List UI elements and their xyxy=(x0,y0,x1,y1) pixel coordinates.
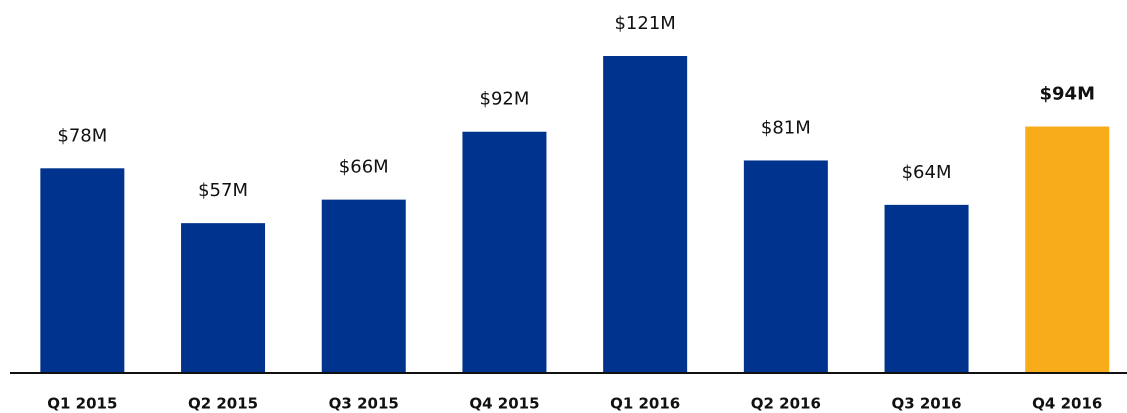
value-label: $66M xyxy=(339,157,389,178)
bar xyxy=(321,199,406,372)
x-tick-label: Q4 2015 xyxy=(469,395,539,413)
bar xyxy=(181,223,266,372)
value-label: $57M xyxy=(198,180,248,201)
bar xyxy=(462,131,547,372)
bar xyxy=(40,168,125,372)
value-label: $78M xyxy=(57,125,107,146)
bar xyxy=(1025,126,1110,373)
value-label: $64M xyxy=(902,162,952,183)
bar xyxy=(603,56,688,372)
bar xyxy=(884,204,969,372)
value-label: $92M xyxy=(480,89,530,110)
value-label: $81M xyxy=(761,117,811,138)
x-tick-label: Q1 2015 xyxy=(47,395,117,413)
x-tick-label: Q2 2016 xyxy=(751,395,821,413)
x-tick-label: Q3 2016 xyxy=(891,395,961,413)
bar xyxy=(743,160,828,372)
x-tick-label: Q2 2015 xyxy=(188,395,258,413)
value-label: $94M xyxy=(1040,84,1096,105)
x-tick-label: Q4 2016 xyxy=(1032,395,1102,413)
value-label: $121M xyxy=(614,13,675,34)
x-tick-label: Q3 2015 xyxy=(329,395,399,413)
x-tick-label: Q1 2016 xyxy=(610,395,680,413)
